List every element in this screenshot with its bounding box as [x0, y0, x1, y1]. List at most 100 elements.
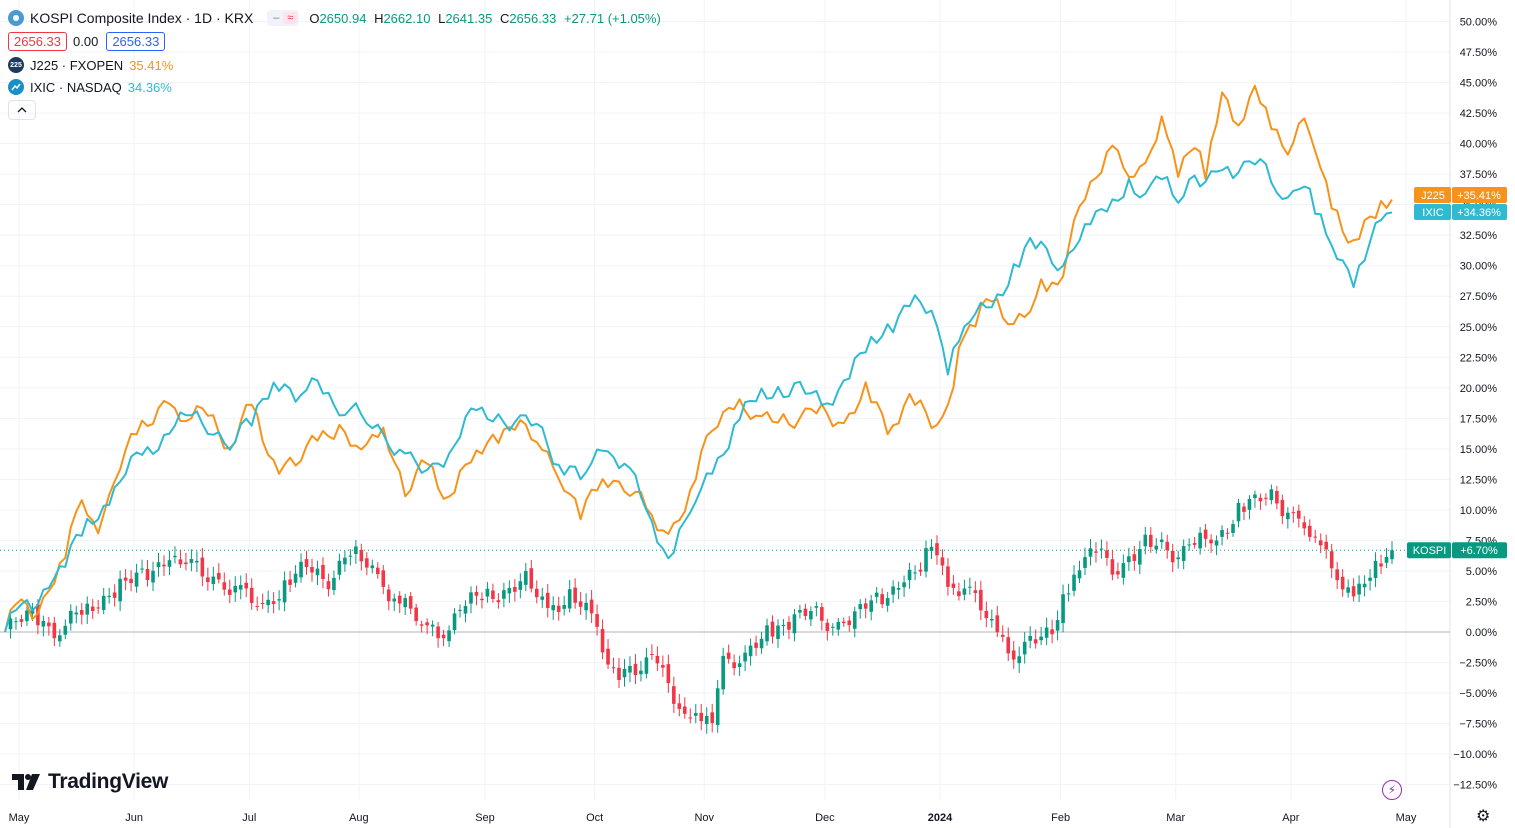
kospi-candle [288, 579, 292, 585]
line-mode-icon[interactable]: – [273, 12, 280, 24]
kospi-candle [628, 665, 632, 673]
symbol-title[interactable]: KOSPI Composite Index · 1D · KRX [30, 10, 254, 26]
last-value-tag-j225: J225 +35.41% [1414, 187, 1507, 203]
kospi-candle [129, 578, 133, 584]
compare-name[interactable]: IXIC · NASDAQ [30, 79, 122, 95]
ixic-line [4, 158, 1393, 633]
kospi-candle [96, 607, 100, 609]
kospi-candle [1280, 499, 1285, 517]
kospi-candle [386, 589, 391, 602]
y-tick-label: 42.50% [1460, 108, 1498, 120]
kospi-candle [458, 609, 462, 611]
kospi-candle [1220, 530, 1224, 537]
kospi-candle [1357, 583, 1361, 595]
kospi-candle [8, 618, 13, 630]
kospi-candle [951, 583, 956, 588]
ixic-logo-icon [8, 79, 24, 95]
kospi-candle [1307, 525, 1312, 537]
compare-row-ixic[interactable]: IXIC · NASDAQ 34.36% [8, 76, 665, 98]
grid [0, 0, 1451, 828]
kospi-candle [726, 652, 731, 659]
kospi-candle [227, 589, 232, 595]
kospi-candle [655, 655, 660, 664]
kospi-candle [589, 599, 594, 614]
kospi-candle [145, 568, 150, 581]
kospi-candle [661, 665, 665, 668]
kospi-candle [1050, 629, 1054, 635]
compare-row-j225[interactable]: 225 J225 · FXOPEN 35.41% [8, 54, 665, 76]
kospi-candle [814, 606, 819, 608]
kospi-candle [918, 569, 923, 572]
kospi-candle [244, 582, 249, 589]
x-tick-label: Sep [475, 812, 495, 824]
kospi-candle [1187, 544, 1191, 546]
kospi-candle [1055, 620, 1060, 631]
gear-icon[interactable]: ⚙ [1476, 808, 1491, 825]
kospi-candle [217, 572, 221, 580]
kospi-candle [869, 600, 873, 612]
price-axis[interactable]: 50.00%47.50%45.00%42.50%40.00%37.50%35.0… [1453, 17, 1497, 792]
kospi-candle [496, 600, 501, 603]
kospi-candle [485, 588, 490, 597]
kospi-candle [1061, 594, 1065, 624]
ask-box[interactable]: 2656.33 [106, 31, 166, 51]
kospi-candle [973, 590, 978, 593]
tag-label: J225 [1421, 190, 1445, 202]
kospi-candle [1083, 557, 1087, 568]
kospi-candle [419, 624, 424, 626]
y-tick-label: −2.50% [1459, 658, 1497, 670]
main-symbol-row: KOSPI Composite Index · 1D · KRX – ≈ O26… [8, 8, 665, 28]
bolt-icon[interactable]: ⚡ [1382, 780, 1402, 800]
kospi-candle [414, 607, 418, 622]
kospi-candle [123, 577, 128, 581]
compare-mode-icon[interactable]: ≈ [283, 12, 298, 24]
kospi-candle [1154, 545, 1159, 550]
display-toggle[interactable]: – ≈ [267, 10, 300, 26]
kospi-candle [167, 560, 172, 567]
kospi-candle [1099, 548, 1104, 550]
kospi-candle [1324, 541, 1329, 550]
kospi-candle [1094, 551, 1098, 553]
kospi-candle [189, 559, 194, 563]
kospi-candle [1176, 557, 1180, 560]
kospi-candle [957, 591, 961, 597]
kospi-logo-icon [8, 10, 24, 26]
kospi-candle [1225, 532, 1230, 534]
x-tick-label: May [1396, 812, 1417, 824]
kospi-candle [1373, 560, 1378, 578]
collapse-legend-button[interactable] [8, 100, 36, 120]
kospi-candle [365, 558, 369, 568]
kospi-candle [984, 610, 989, 619]
kospi-candle [397, 595, 402, 604]
tradingview-logo[interactable]: TradingView [12, 770, 168, 794]
tag-label-bg [1407, 542, 1451, 559]
kospi-candle [107, 595, 111, 597]
kospi-candle [896, 588, 901, 590]
time-axis[interactable]: May Jun Jul Aug Sep Oct Nov Dec 2024 Feb Mar Apr May [9, 812, 1417, 824]
last-value-tags: J225 +35.41% IXIC +34.36% KOSPI +6.70% [1407, 187, 1507, 559]
kospi-candle [112, 592, 117, 598]
kospi-candle [1264, 497, 1268, 499]
kospi-candle [858, 604, 863, 610]
kospi-candles [8, 484, 1394, 734]
x-tick-label: Jun [125, 812, 143, 824]
kospi-candle [474, 591, 479, 596]
kospi-candle [184, 562, 188, 565]
compare-pct: 35.41% [129, 57, 174, 73]
kospi-candle [1132, 554, 1137, 561]
tag-value: +6.70% [1460, 545, 1498, 557]
kospi-candle [611, 667, 616, 669]
spread-value: 0.00 [73, 33, 99, 49]
kospi-candle [502, 590, 506, 599]
kospi-candle [803, 608, 808, 617]
compare-name[interactable]: J225 · FXOPEN [30, 57, 124, 73]
bid-box[interactable]: 2656.33 [8, 31, 67, 51]
kospi-candle [902, 582, 906, 588]
kospi-candle [809, 611, 813, 620]
kospi-candle [825, 622, 830, 631]
kospi-candle [1329, 551, 1334, 569]
kospi-candle [1313, 536, 1318, 538]
kospi-candle [337, 560, 342, 575]
kospi-candle [650, 653, 654, 655]
